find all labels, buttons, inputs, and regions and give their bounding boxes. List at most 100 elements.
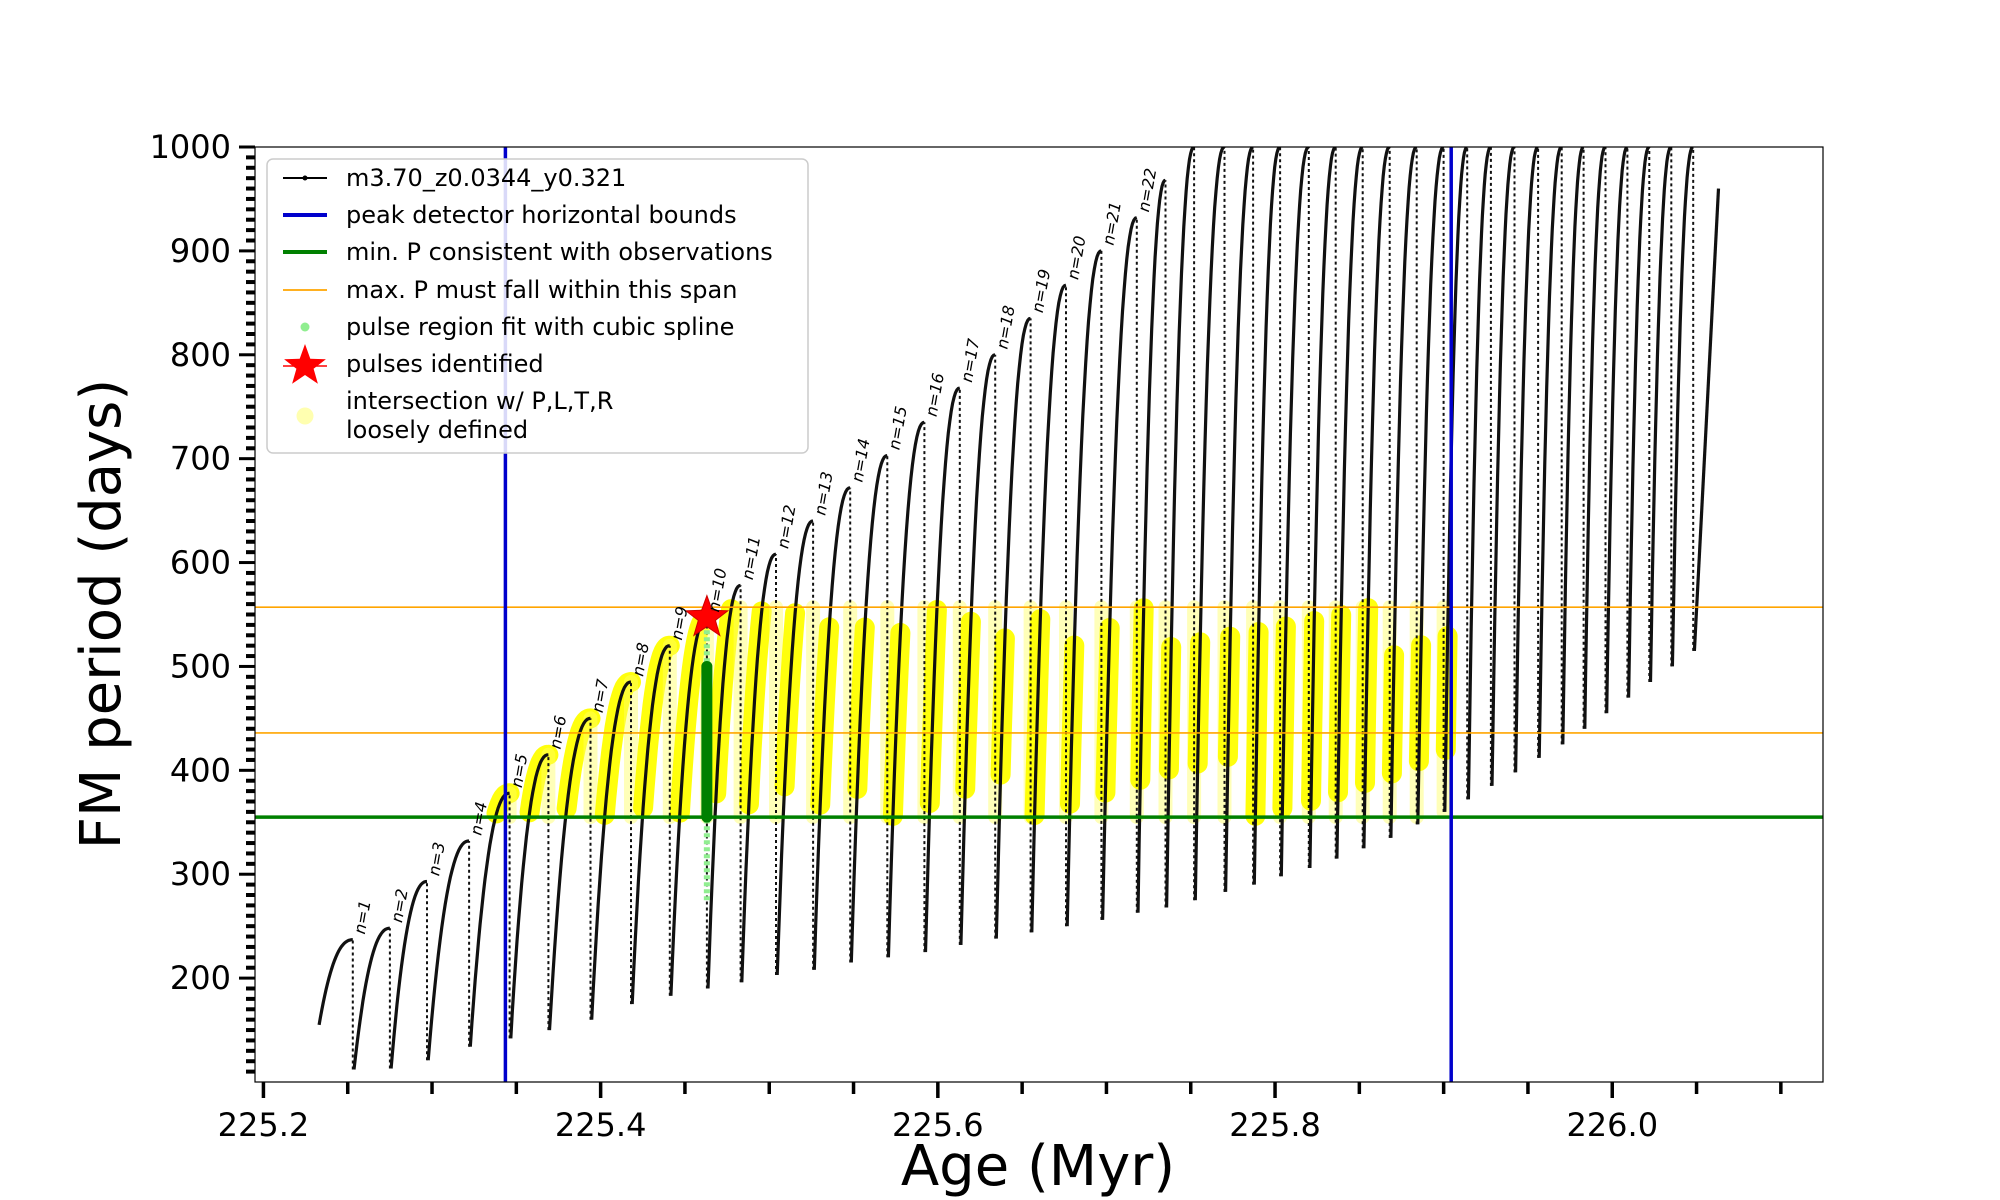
legend-label: max. P must fall within this span [346,276,737,304]
legend-label: min. P consistent with observations [346,238,773,266]
track-segment [775,519,814,976]
pulse-label-22: n=22 [1134,167,1160,214]
legend-item: intersection w/ P,L,T,R [296,387,613,425]
track-segment [1466,147,1492,800]
y-tick-label: 500 [170,647,231,685]
x-tick-label: 225.8 [1229,1106,1321,1144]
track-segment [590,680,632,1020]
track-segment [509,753,549,1039]
pulse-label-17: n=17 [957,336,983,383]
intersection-markers [486,598,1458,826]
track-segment [426,839,470,1061]
pulse-identified-star [684,594,730,637]
pulse-label-14: n=14 [847,437,873,484]
track-segment [1670,147,1694,667]
y-tick-label: 900 [170,232,231,270]
legend-handle [296,407,314,425]
track-segment [1308,147,1337,869]
track-segment [1165,147,1195,908]
track-segment [706,583,741,989]
y-tick-label: 200 [170,959,231,997]
pulse-label-21: n=21 [1099,200,1125,247]
legend-item: loosely defined [346,416,528,444]
y-tick-label: 300 [170,855,231,893]
legend-label: pulse region fit with cubic spline [346,313,734,341]
pulse-label-1: n=1 [350,899,375,936]
track-segment [1389,147,1418,838]
track-segment [1648,147,1672,683]
track-segment [317,938,353,1026]
track-segment [886,420,925,958]
pulse-label-18: n=18 [992,304,1018,351]
x-axis-title: Age (Myr) [901,1134,1175,1199]
track-segment [468,791,510,1047]
legend-label: peak detector horizontal bounds [346,201,737,229]
y-axis: 200 300 400 500 600 700 800 900 1000 [150,128,255,1074]
legend-label: m3.70_z0.0344_y0.321 [346,164,626,192]
track-segment [1692,188,1721,651]
track-segment [630,644,670,1005]
legend-handle [284,344,326,384]
pulse-label-11: n=11 [738,535,764,582]
y-tick-label: 400 [170,751,231,789]
pulses-identified-markers [684,594,730,637]
track-segment [740,552,777,983]
y-tick-label: 700 [170,440,231,478]
legend-box [266,158,809,454]
track-segment [812,486,851,970]
track-segment [352,926,391,1070]
legend-label: pulses identified [346,350,544,378]
track-segment [1335,147,1364,859]
track-segment [849,453,888,963]
pulse-label-13: n=13 [810,470,836,517]
pulse-label-16: n=16 [922,371,948,418]
legend-item: pulse region fit with cubic spline [300,313,734,341]
legend-item: peak detector horizontal bounds [283,201,737,229]
y-tick-label: 1000 [150,128,231,166]
pulse-label-4: n=4 [466,800,491,837]
horizontal-reference-lines [255,606,1823,819]
pulse-label-19: n=19 [1028,268,1054,315]
legend-item: pulses identified [283,344,544,384]
legend-handle-dot [302,175,308,181]
y-tick-label: 800 [170,336,231,374]
legend-item: m3.70_z0.0344_y0.321 [283,164,626,192]
legend-label: loosely defined [346,416,528,444]
track-segment [1583,147,1607,729]
track-segment [1537,147,1563,758]
legend-item: min. P consistent with observations [283,238,773,266]
track-segment [1443,147,1468,812]
x-axis: 225.2 225.4 225.6 225.8 226.0 [218,1082,1783,1144]
track-segment [1136,178,1167,913]
track-segment [1224,147,1254,892]
x-tick-label: 226.0 [1566,1106,1658,1144]
track-segment [1193,147,1226,901]
track-segment [1627,147,1651,698]
legend-label: intersection w/ P,L,T,R [346,387,613,415]
pulse-label-20: n=20 [1063,234,1089,281]
plot-area [255,147,1823,1082]
pulse-label-12: n=12 [773,503,799,550]
track-segment [1252,147,1281,885]
track-segment [959,353,996,945]
y-axis-title: FM period (days) [69,379,134,849]
pulse-label-3: n=3 [424,841,449,878]
x-tick-label: 225.2 [218,1106,310,1144]
y-tick-label: 600 [170,544,231,582]
track-segment [1101,216,1138,920]
legend-item: max. P must fall within this span [283,276,737,304]
track-segment [994,316,1032,939]
x-tick-label: 225.6 [892,1106,984,1144]
track-segment [1279,147,1310,877]
model-track [317,147,1721,1070]
track-segment [1362,147,1391,849]
track-segment [1561,147,1585,745]
track-segment [1490,147,1516,786]
track-segment [1605,147,1629,714]
track-segment [1416,147,1445,825]
x-tick-label: 225.4 [555,1106,647,1144]
track-segment [923,386,961,953]
legend-handle [300,322,310,332]
